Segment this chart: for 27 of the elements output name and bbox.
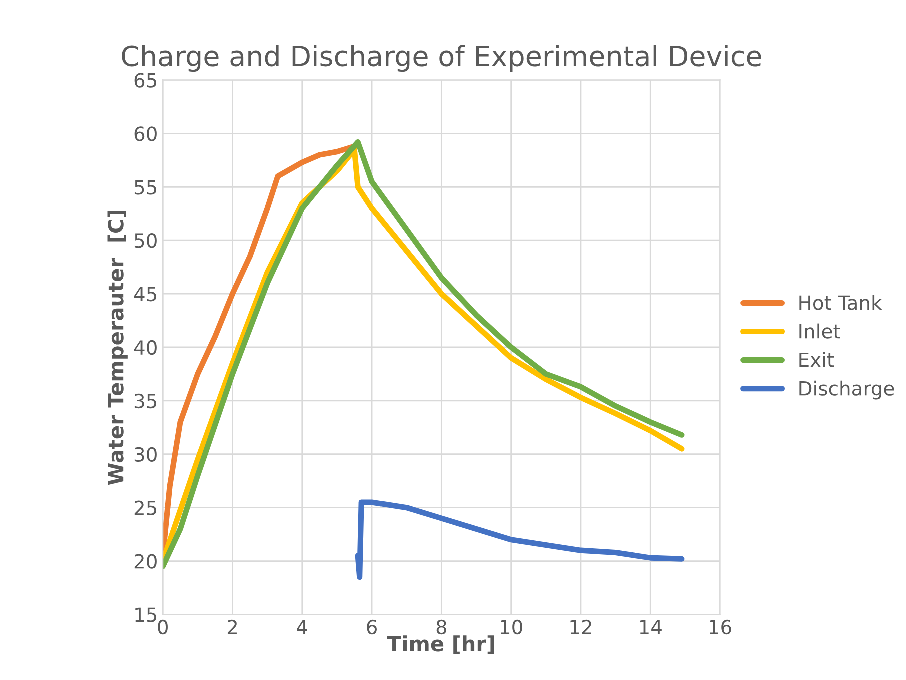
x-tick-label: 6	[367, 620, 377, 635]
chart-title: Charge and Discharge of Experimental Device	[122, 45, 762, 72]
x-tick-label: 0	[158, 620, 168, 635]
y-tick-label: 15	[136, 608, 157, 622]
y-tick-label: 35	[134, 394, 157, 409]
y-tick-label: 25	[134, 500, 157, 516]
y-tick-label: 55	[134, 180, 157, 195]
legend-label: Inlet	[800, 324, 840, 339]
x-tick-label: 10	[501, 620, 522, 635]
y-tick-label: 50	[134, 234, 157, 248]
legend-label: Exit	[800, 352, 834, 368]
y-tick-label: 30	[134, 447, 157, 462]
y-tick-label: 20	[134, 554, 157, 569]
y-axis-title: Water Temperauter [C]	[108, 210, 128, 486]
x-tick-label: 2	[228, 620, 237, 634]
y-tick-label: 60	[134, 126, 157, 142]
x-tick-label: 12	[570, 620, 592, 634]
x-axis-title: Time [hr]	[387, 636, 494, 654]
y-tick-label: 40	[134, 340, 157, 356]
legend-label: Discharge	[800, 380, 894, 400]
y-tick-label: 65	[134, 73, 157, 88]
x-tick-label: 8	[436, 620, 447, 635]
x-tick-label: 14	[640, 620, 662, 634]
legend-label: Hot Tank	[800, 295, 882, 310]
y-tick-label: 45	[134, 287, 157, 302]
x-tick-label: 4	[297, 620, 308, 634]
x-tick-label: 16	[710, 620, 732, 635]
